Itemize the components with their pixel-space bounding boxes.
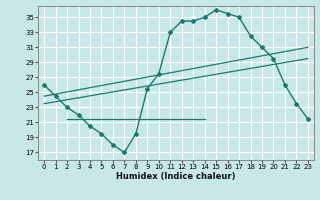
X-axis label: Humidex (Indice chaleur): Humidex (Indice chaleur) (116, 172, 236, 181)
